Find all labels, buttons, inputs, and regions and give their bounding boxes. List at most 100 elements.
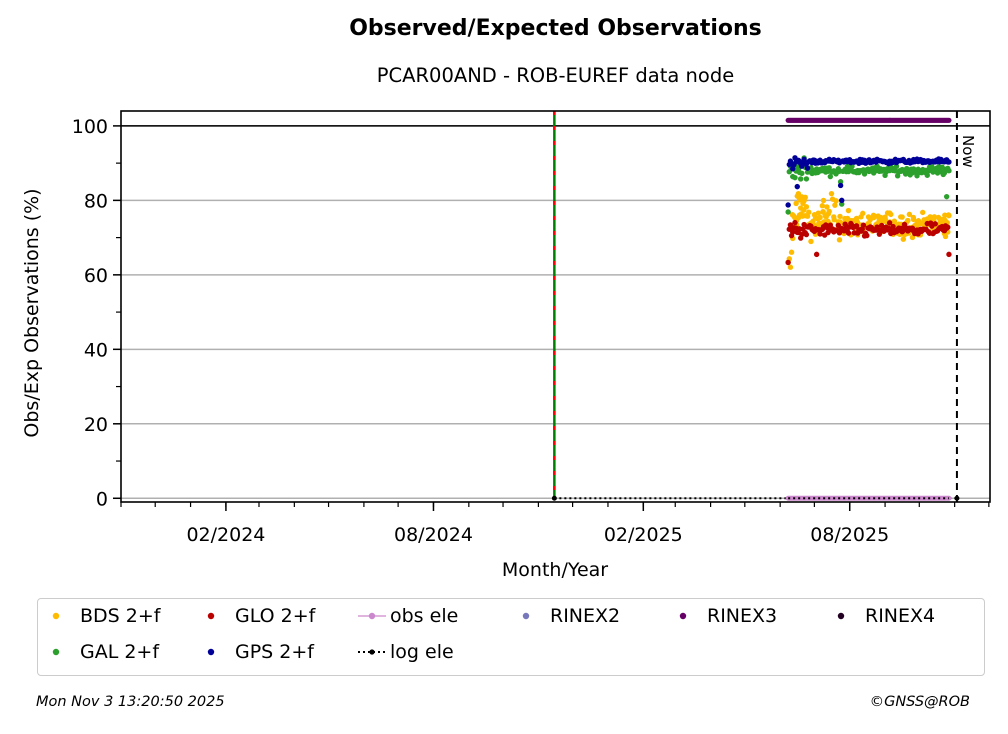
data-point [899, 214, 905, 220]
data-point [920, 209, 926, 216]
legend-label: GAL 2+f [80, 641, 160, 663]
data-point [785, 202, 791, 208]
y-axis-ticks: 0 20 40 60 80 100 [72, 116, 121, 510]
series-glo-2-f [785, 219, 952, 266]
x-tick-label: 02/2024 [186, 524, 265, 546]
data-point [808, 238, 814, 245]
data-point [835, 222, 842, 229]
now-label: Now [959, 135, 977, 168]
data-point [785, 209, 791, 215]
footer-timestamp: Mon Nov 3 13:20:50 2025 [36, 694, 225, 710]
data-point [836, 237, 843, 243]
legend-label: GPS 2+f [235, 641, 314, 663]
legend-label: obs ele [390, 605, 459, 627]
x-axis-label: Month/Year [502, 559, 608, 581]
data-point [824, 204, 830, 210]
data-point [832, 202, 838, 208]
data-point [837, 213, 843, 220]
data-point [817, 214, 823, 221]
data-point [845, 230, 852, 236]
data-point [946, 159, 952, 165]
footer-copyright: ©GNSS@ROB [869, 694, 970, 710]
data-point [837, 179, 844, 185]
plot-frame [120, 110, 991, 503]
series-gal-2-f [785, 155, 952, 215]
data-point [795, 190, 802, 197]
data-point [831, 216, 837, 223]
x-axis-ticks: 02/2024 08/2024 02/2025 08/2025 [120, 502, 990, 546]
legend-label: BDS 2+f [80, 605, 161, 627]
legend-item: RINEX2 [518, 605, 620, 627]
data-point [792, 174, 798, 181]
data-point [946, 251, 952, 258]
legend-label: RINEX3 [707, 605, 778, 627]
rinex3-point [946, 117, 952, 123]
legend-label: RINEX4 [865, 605, 936, 627]
data-point [909, 234, 916, 241]
chart-title: Observed/Expected Observations [349, 16, 762, 41]
legend-item: obs ele [358, 605, 458, 627]
legend-item: BDS 2+f [48, 605, 160, 627]
data-point [790, 229, 796, 235]
legend-item: GAL 2+f [48, 641, 159, 663]
data-point [910, 216, 917, 223]
legend-marker-icon [48, 642, 76, 662]
data-point [797, 176, 804, 182]
data-point [790, 166, 796, 172]
data-point [792, 219, 798, 226]
legend-marker-icon [358, 606, 386, 626]
legend-label: log ele [390, 641, 454, 663]
data-point [943, 193, 950, 200]
data-point [839, 197, 845, 204]
data-point [793, 200, 799, 207]
axes-frame [120, 110, 991, 503]
legend-marker-icon [203, 642, 231, 662]
y-tick-label: 80 [84, 190, 108, 212]
data-point [819, 203, 826, 209]
data-point [813, 251, 820, 258]
legend-marker-icon [518, 606, 546, 626]
data-point [806, 209, 812, 215]
legend-item: RINEX4 [833, 605, 935, 627]
data-point [803, 231, 810, 238]
data-point [817, 231, 823, 237]
y-tick-label: 40 [84, 339, 108, 361]
legend-marker-icon [833, 606, 861, 626]
legend-item: GPS 2+f [203, 641, 314, 663]
legend-marker-icon [48, 606, 76, 626]
series-gps-2-f [785, 155, 952, 208]
data-point [820, 197, 827, 204]
data-point [803, 176, 810, 182]
data-point [827, 173, 834, 180]
data-point [802, 194, 808, 200]
data-point [931, 214, 938, 220]
y-tick-label: 100 [72, 116, 108, 138]
data-point [927, 214, 933, 220]
data-point [815, 210, 821, 216]
data-point [906, 211, 913, 218]
legend-marker-icon [675, 606, 703, 626]
data-point [886, 220, 893, 226]
y-tick-label: 60 [84, 265, 108, 287]
y-tick-label: 0 [96, 488, 108, 510]
data-point [924, 172, 930, 178]
data-point [890, 223, 896, 230]
x-tick-label: 08/2024 [394, 524, 473, 546]
series-layer [551, 111, 960, 502]
data-point [860, 210, 866, 217]
data-point [932, 221, 938, 227]
data-point [828, 190, 835, 197]
legend-item: GLO 2+f [203, 605, 315, 627]
log-ele-point [551, 495, 557, 501]
legend-marker-icon [203, 606, 231, 626]
data-point [845, 207, 852, 214]
y-axis-label: Obs/Exp Observations (%) [21, 188, 43, 437]
data-point [945, 212, 952, 218]
data-point [893, 163, 900, 169]
data-point [837, 182, 844, 189]
y-tick-label: 20 [84, 414, 108, 436]
data-point [833, 198, 839, 204]
data-point [946, 168, 952, 174]
data-point [799, 170, 805, 177]
data-point [888, 211, 894, 218]
